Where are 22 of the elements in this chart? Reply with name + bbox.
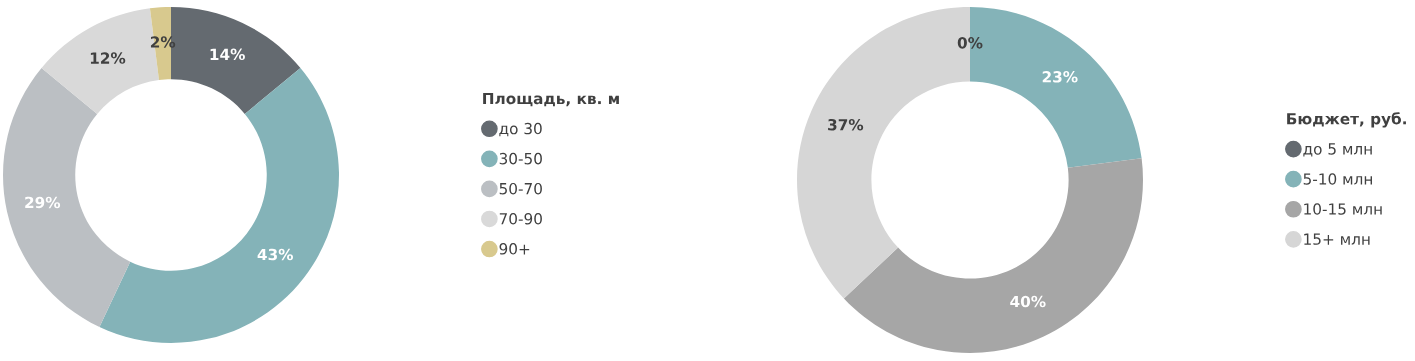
data-label: 43% <box>257 248 293 261</box>
legend-label: до 30 <box>499 122 542 137</box>
legend-label: 5-10 млн <box>1303 173 1372 185</box>
donut-slice <box>843 158 1143 353</box>
legend-label: 70-90 <box>499 212 542 225</box>
legend-label: 90+ <box>499 243 530 255</box>
data-label: 14% <box>210 48 245 61</box>
legend-label: 15+ млн <box>1304 233 1370 245</box>
donut-slice <box>99 67 339 343</box>
legend-label: до 5 млн <box>1303 143 1372 157</box>
data-label: 29% <box>25 196 61 209</box>
data-label: 12% <box>90 52 126 64</box>
donut-slice <box>3 67 131 328</box>
legend-title: Площадь, кв. м <box>483 92 619 107</box>
data-label: 40% <box>1010 295 1046 308</box>
text: 0% <box>957 37 983 49</box>
legend-label: 30-50 <box>499 152 542 165</box>
data-label: 23% <box>1042 71 1078 83</box>
legend-title: Бюджет, руб. <box>1287 112 1406 128</box>
legend-label: 10-15 млн <box>1304 203 1382 215</box>
data-label: 37% <box>828 118 864 131</box>
legend-label: 50-70 <box>499 182 542 195</box>
